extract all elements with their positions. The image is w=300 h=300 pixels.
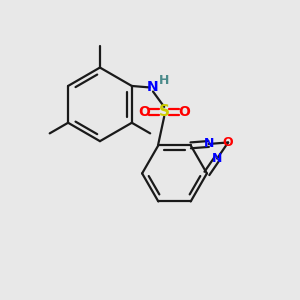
Text: S: S xyxy=(159,104,170,119)
Text: N: N xyxy=(147,80,159,94)
Text: H: H xyxy=(159,74,169,88)
Text: N: N xyxy=(212,152,222,165)
Text: O: O xyxy=(178,105,190,118)
Text: N: N xyxy=(203,137,214,151)
Text: O: O xyxy=(223,136,233,149)
Text: O: O xyxy=(138,105,150,118)
